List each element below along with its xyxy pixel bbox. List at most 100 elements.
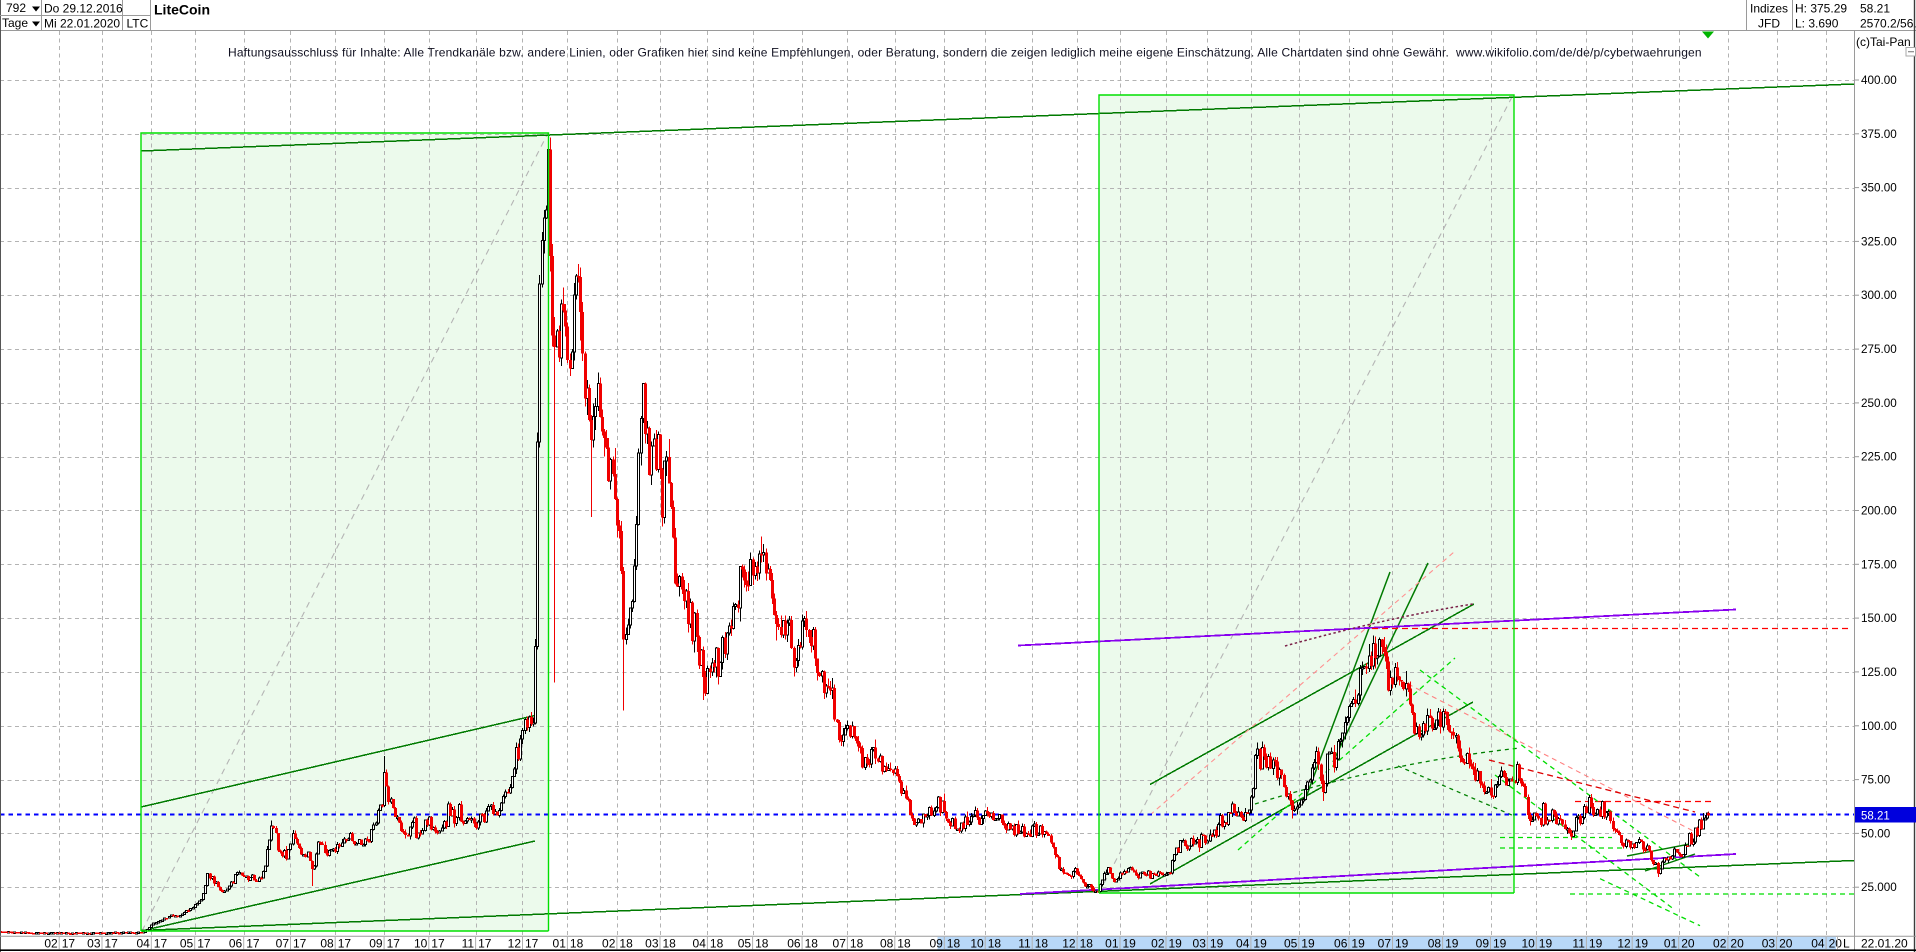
svg-text:18: 18 — [619, 937, 633, 951]
svg-text:17: 17 — [431, 937, 445, 951]
svg-text:08: 08 — [320, 937, 334, 951]
svg-text:2570.2/56.2: 2570.2/56.2 — [1860, 17, 1916, 31]
svg-text:08: 08 — [1428, 937, 1442, 951]
svg-text:18: 18 — [755, 937, 769, 951]
svg-text:L: 3.690: L: 3.690 — [1795, 17, 1839, 31]
svg-text:792: 792 — [6, 1, 26, 15]
svg-text:12: 12 — [1062, 937, 1076, 951]
svg-text:19: 19 — [1123, 937, 1137, 951]
svg-text:11: 11 — [1018, 937, 1031, 951]
svg-text:325.00: 325.00 — [1861, 235, 1897, 248]
svg-text:400.00: 400.00 — [1861, 74, 1897, 87]
svg-text:Haftungsausschluss für Inhalte: Haftungsausschluss für Inhalte: Alle Tre… — [228, 46, 1702, 60]
svg-text:19: 19 — [1635, 937, 1649, 951]
svg-text:02: 02 — [1151, 937, 1165, 951]
svg-text:18: 18 — [897, 937, 911, 951]
svg-text:17: 17 — [62, 937, 76, 951]
svg-text:10: 10 — [1521, 937, 1535, 951]
svg-text:17: 17 — [246, 937, 260, 951]
svg-text:06: 06 — [229, 937, 243, 951]
svg-text:20: 20 — [1779, 937, 1793, 951]
svg-text:18: 18 — [850, 937, 864, 951]
svg-text:300.00: 300.00 — [1861, 289, 1897, 302]
svg-text:12: 12 — [1617, 937, 1631, 951]
svg-text:18: 18 — [805, 937, 819, 951]
svg-text:09: 09 — [1476, 937, 1490, 951]
svg-text:19: 19 — [1493, 937, 1507, 951]
svg-text:225.00: 225.00 — [1861, 451, 1897, 464]
svg-text:06: 06 — [787, 937, 801, 951]
svg-text:17: 17 — [387, 937, 401, 951]
svg-text:25.000: 25.000 — [1861, 881, 1897, 894]
svg-text:11: 11 — [462, 937, 475, 951]
svg-text:01: 01 — [553, 937, 567, 951]
svg-text:17: 17 — [338, 937, 352, 951]
svg-text:(c)Tai-Pan: (c)Tai-Pan — [1856, 35, 1911, 49]
svg-text:175.00: 175.00 — [1861, 558, 1897, 571]
svg-text:10: 10 — [970, 937, 984, 951]
svg-text:18: 18 — [1080, 937, 1094, 951]
svg-text:17: 17 — [154, 937, 168, 951]
svg-text:01: 01 — [1664, 937, 1678, 951]
svg-text:08: 08 — [880, 937, 894, 951]
svg-text:22.01.20: 22.01.20 — [1861, 937, 1908, 951]
svg-text:58.21: 58.21 — [1861, 811, 1890, 823]
svg-text:17: 17 — [293, 937, 307, 951]
svg-text:02: 02 — [44, 937, 58, 951]
svg-text:18: 18 — [710, 937, 724, 951]
svg-text:350.00: 350.00 — [1861, 182, 1897, 195]
svg-text:18: 18 — [570, 937, 584, 951]
svg-text:05: 05 — [180, 937, 194, 951]
svg-text:125.00: 125.00 — [1861, 666, 1897, 679]
svg-text:04: 04 — [693, 937, 707, 951]
svg-text:200.00: 200.00 — [1861, 505, 1897, 518]
svg-text:Indizes: Indizes — [1750, 2, 1788, 16]
svg-text:Tage: Tage — [2, 16, 28, 30]
svg-text:07: 07 — [833, 937, 847, 951]
svg-text:50.00: 50.00 — [1861, 827, 1891, 840]
svg-text:18: 18 — [988, 937, 1002, 951]
svg-text:04: 04 — [1811, 937, 1825, 951]
svg-text:10: 10 — [414, 937, 428, 951]
svg-text:LTC: LTC — [127, 17, 149, 31]
svg-text:03: 03 — [1762, 937, 1776, 951]
svg-text:275.00: 275.00 — [1861, 343, 1897, 356]
svg-text:19: 19 — [1210, 937, 1224, 951]
svg-text:150.00: 150.00 — [1861, 612, 1897, 625]
svg-text:L: L — [1843, 937, 1850, 951]
svg-text:17: 17 — [525, 937, 539, 951]
svg-text:19: 19 — [1351, 937, 1365, 951]
svg-text:03: 03 — [1193, 937, 1207, 951]
svg-text:17: 17 — [197, 937, 211, 951]
svg-text:100.00: 100.00 — [1861, 720, 1897, 733]
svg-text:Mi 22.01.2020: Mi 22.01.2020 — [44, 17, 120, 31]
svg-text:02: 02 — [602, 937, 616, 951]
svg-text:250.00: 250.00 — [1861, 397, 1897, 410]
svg-text:09: 09 — [929, 937, 943, 951]
svg-text:09: 09 — [369, 937, 383, 951]
svg-text:01: 01 — [1105, 937, 1119, 951]
svg-text:04: 04 — [1236, 937, 1250, 951]
svg-text:75.00: 75.00 — [1861, 774, 1891, 787]
svg-text:07: 07 — [276, 937, 290, 951]
svg-text:18: 18 — [947, 937, 961, 951]
svg-text:06: 06 — [1334, 937, 1348, 951]
svg-text:04: 04 — [136, 937, 150, 951]
svg-text:17: 17 — [478, 937, 492, 951]
svg-text:20: 20 — [1829, 937, 1843, 951]
svg-text:17: 17 — [105, 937, 119, 951]
svg-text:18: 18 — [1035, 937, 1049, 951]
svg-text:58.21: 58.21 — [1860, 2, 1890, 16]
svg-text:375.00: 375.00 — [1861, 128, 1897, 141]
svg-text:02: 02 — [1713, 937, 1727, 951]
svg-text:03: 03 — [645, 937, 659, 951]
svg-text:20: 20 — [1681, 937, 1695, 951]
svg-text:19: 19 — [1301, 937, 1315, 951]
svg-text:18: 18 — [663, 937, 677, 951]
svg-text:05: 05 — [738, 937, 752, 951]
svg-text:12: 12 — [508, 937, 522, 951]
svg-text:H: 375.29: H: 375.29 — [1795, 2, 1847, 16]
svg-text:JFD: JFD — [1758, 17, 1780, 31]
svg-text:Do 29.12.2016: Do 29.12.2016 — [44, 2, 123, 16]
svg-text:19: 19 — [1169, 937, 1183, 951]
